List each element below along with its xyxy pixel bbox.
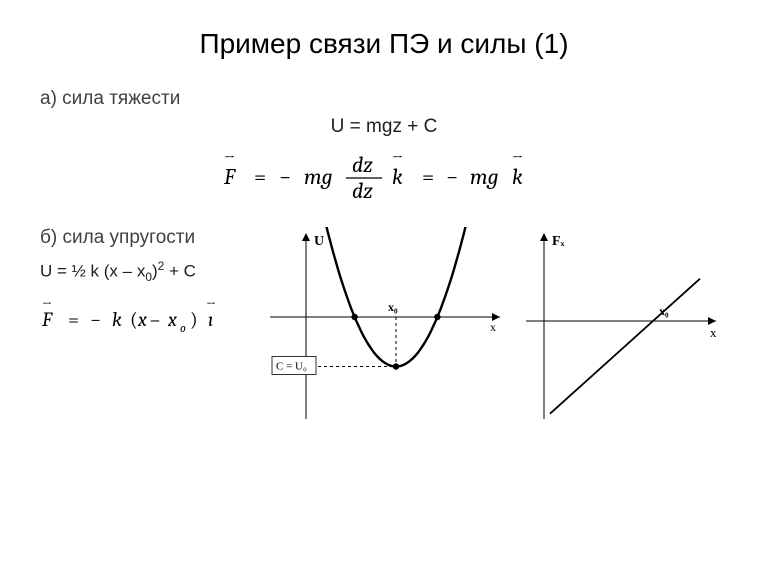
- charts-row: Ux x₀ C = U₀ Fₓ x x₀: [260, 227, 728, 437]
- svg-text:=: =: [68, 308, 79, 331]
- svg-text:F: F: [224, 164, 236, 190]
- svg-text:x: x: [710, 325, 717, 340]
- svg-text:x₀: x₀: [388, 300, 398, 314]
- svg-text:k: k: [112, 308, 122, 331]
- svg-text:−: −: [446, 164, 458, 190]
- label-spring: б) сила упругости: [40, 227, 250, 249]
- svg-text:dz: dz: [352, 178, 373, 202]
- svg-text:dz: dz: [352, 152, 373, 178]
- slide-title: Пример связи ПЭ и силы (1): [40, 28, 728, 60]
- svg-text:x: x: [167, 308, 177, 331]
- linear-chart: Fₓ x x₀: [516, 227, 726, 437]
- svg-text:−: −: [279, 164, 291, 190]
- label-gravity: а) сила тяжести: [40, 88, 728, 110]
- section-gravity: а) сила тяжести U = mgz + C → F = − mg d…: [40, 88, 728, 207]
- parabola-chart: Ux x₀ C = U₀: [260, 227, 510, 437]
- svg-text:k: k: [392, 164, 403, 190]
- svg-text:(: (: [130, 308, 138, 331]
- spring-equations: б) сила упругости U = ½ k (x – x0)2 + C …: [40, 227, 250, 343]
- force-gravity-equation: → F = − mg dz dz → k =: [40, 148, 728, 207]
- svg-text:=: =: [422, 164, 434, 190]
- svg-text:mg: mg: [304, 164, 333, 190]
- section-spring: б) сила упругости U = ½ k (x – x0)2 + C …: [40, 227, 728, 437]
- svg-text:k: k: [512, 164, 523, 190]
- svg-text:U: U: [314, 234, 324, 249]
- potential-spring: U = ½ k (x – x0)2 + C: [40, 259, 250, 284]
- svg-text:=: =: [254, 164, 266, 190]
- svg-text:): ): [190, 308, 198, 331]
- svg-text:C = U₀: C = U₀: [276, 361, 307, 373]
- svg-text:ı: ı: [208, 308, 213, 331]
- svg-text:F: F: [41, 308, 53, 331]
- svg-text:o: o: [180, 321, 186, 335]
- svg-text:x: x: [490, 320, 496, 334]
- force-spring-equation: → F = − k ( x – x o ) → ı: [40, 298, 250, 343]
- svg-text:−: −: [90, 308, 101, 331]
- svg-text:x₀: x₀: [659, 304, 669, 318]
- slide-root: Пример связи ПЭ и силы (1) а) сила тяжес…: [0, 0, 768, 576]
- svg-text:Fₓ: Fₓ: [552, 234, 566, 249]
- svg-text:mg: mg: [470, 164, 499, 190]
- svg-text:x: x: [137, 308, 147, 331]
- potential-gravity: U = mgz + C: [40, 116, 728, 138]
- svg-text:–: –: [150, 308, 160, 331]
